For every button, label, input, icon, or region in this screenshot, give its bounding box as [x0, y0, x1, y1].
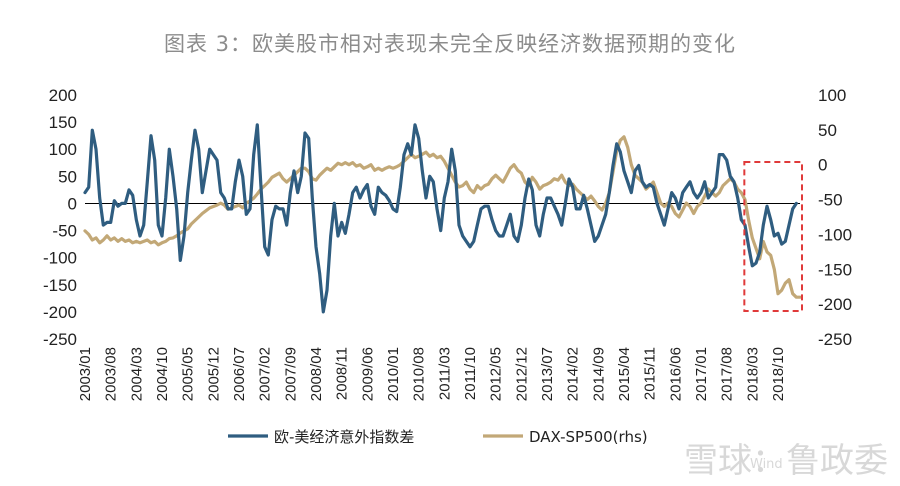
highlight-box [743, 161, 803, 312]
left-tick-label: -250 [43, 330, 77, 349]
left-tick-label: 50 [58, 167, 77, 186]
x-tick-label: 2014/02 [565, 347, 582, 401]
left-y-axis: -250 -200 -150 -100 -50 0 50 100 150 200 [43, 86, 77, 349]
right-y-axis: -250 -200 -150 -100 -50 0 50 100 [818, 86, 852, 349]
x-tick-label: 2012/05 [488, 347, 505, 401]
x-tick-label: 2009/06 [359, 347, 376, 401]
right-tick-label: 50 [818, 121, 837, 140]
series-layer [83, 123, 802, 314]
x-tick-label: 2017/01 [693, 347, 710, 401]
left-tick-label: 150 [49, 113, 77, 132]
x-tick-label: 2007/09 [282, 347, 299, 401]
x-tick-label: 2004/03 [128, 347, 145, 401]
x-tick-label: 2011/03 [436, 347, 453, 400]
right-tick-label: -50 [818, 191, 843, 210]
x-tick-label: 2018/03 [744, 347, 761, 401]
watermark-small-text: Wind [750, 457, 783, 472]
watermark-text: 雪球：鲁政委 [684, 441, 888, 481]
x-tick-label: 2003/08 [103, 347, 120, 401]
right-tick-label: -100 [818, 225, 852, 244]
x-tick-label: 2008/11 [334, 347, 351, 400]
left-tick-label: -150 [43, 276, 77, 295]
right-tick-label: -250 [818, 330, 852, 349]
x-tick-label: 2006/07 [231, 347, 248, 401]
x-tick-label: 2005/12 [205, 347, 222, 401]
left-tick-label: -100 [43, 249, 77, 268]
left-tick-label: -200 [43, 303, 77, 322]
x-tick-label: 2013/07 [539, 347, 556, 401]
series-line-dax-sp500 [83, 135, 802, 299]
x-tick-label: 2016/06 [667, 347, 684, 401]
legend-label: 欧-美经济意外指数差 [274, 428, 414, 446]
right-tick-label: -200 [818, 295, 852, 314]
x-tick-label: 2004/10 [154, 347, 171, 401]
highlight-dashed-box [743, 161, 803, 312]
x-tick-label: 2018/10 [770, 347, 787, 401]
right-tick-label: 100 [818, 86, 846, 105]
series-line-surprise-diff [83, 123, 798, 314]
left-tick-label: 100 [49, 140, 77, 159]
x-tick-label: 2012/12 [513, 347, 530, 401]
x-tick-label: 2010/01 [385, 347, 402, 401]
left-tick-label: 0 [68, 194, 77, 213]
left-tick-label: 200 [49, 86, 77, 105]
right-tick-label: 0 [818, 156, 827, 175]
x-tick-label: 2017/08 [719, 347, 736, 401]
x-tick-label: 2015/11 [642, 347, 659, 400]
x-tick-label: 2010/08 [411, 347, 428, 401]
right-tick-label: -150 [818, 260, 852, 279]
x-tick-label: 2003/01 [77, 347, 94, 401]
x-axis: 2003/01 2003/08 2004/03 2004/10 2005/05 2005/… [77, 202, 800, 401]
chart-title: 图表 3：欧美股市相对表现未完全反映经济数据预期的变化 [163, 32, 737, 56]
left-tick-label: -50 [52, 222, 77, 241]
x-tick-label: 2008/04 [308, 347, 325, 401]
x-tick-label: 2007/02 [257, 347, 274, 401]
legend-label: DAX-SP500(rhs) [529, 428, 648, 446]
x-tick-label: 2014/09 [590, 347, 607, 401]
legend: 欧-美经济意外指数差 DAX-SP500(rhs) [228, 428, 648, 446]
x-tick-label: 2011/10 [462, 347, 479, 400]
x-tick-label: 2015/04 [616, 347, 633, 401]
x-tick-label: 2005/05 [180, 347, 197, 401]
